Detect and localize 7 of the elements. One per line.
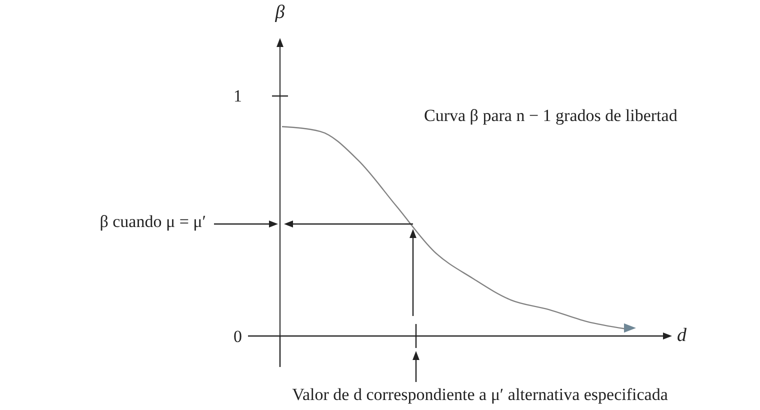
y-tick-label: 1 xyxy=(234,86,242,106)
text: Valor de d correspondiente a μ′ alternativa especificada xyxy=(291,385,669,405)
y-tick-label: 0 xyxy=(234,327,242,346)
x-axis-title: d xyxy=(677,325,686,347)
text: β cuando μ = μ′ xyxy=(100,212,206,232)
y-axis-title: β xyxy=(274,2,286,24)
annotation: Curva β para n − 1 grados de libertad xyxy=(424,106,678,126)
